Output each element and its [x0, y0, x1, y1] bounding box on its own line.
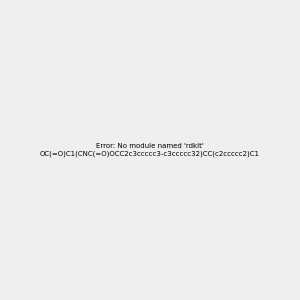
Text: Error: No module named 'rdkit'
OC(=O)C1(CNC(=O)OCC2c3ccccc3-c3ccccc32)CC(c2ccccc: Error: No module named 'rdkit' OC(=O)C1(… — [40, 143, 260, 157]
